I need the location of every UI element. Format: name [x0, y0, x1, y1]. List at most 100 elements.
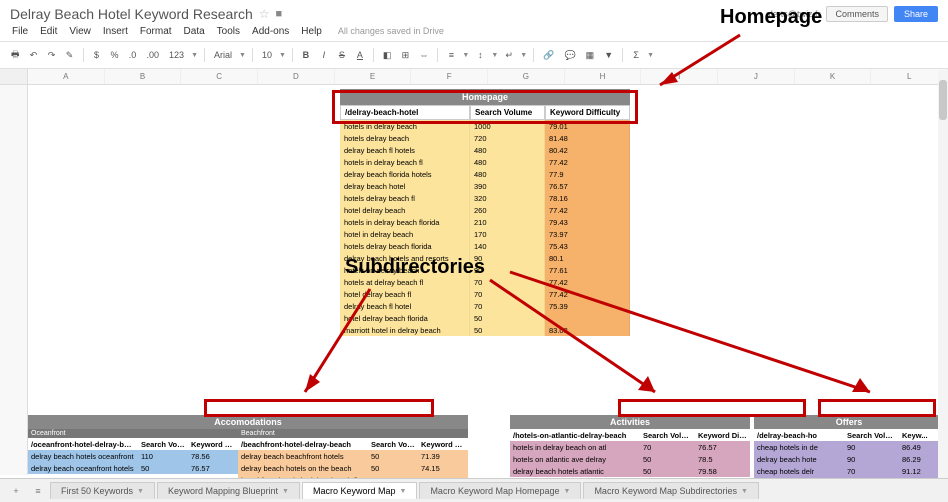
- column-header-d[interactable]: D: [258, 69, 335, 84]
- homepage-kd-header: Keyword Difficulty: [545, 105, 630, 120]
- doc-title[interactable]: Delray Beach Hotel Keyword Research: [10, 6, 253, 22]
- sheet-area[interactable]: Homepage /delray-beach-hotel Search Volu…: [0, 85, 948, 475]
- fill-color-icon[interactable]: ◧: [380, 48, 395, 63]
- table-row[interactable]: delray beach fl hotels48080.42: [340, 144, 630, 156]
- homepage-title: Homepage: [340, 89, 630, 105]
- table-row[interactable]: delray beach hotels and resorts9080.1: [340, 252, 630, 264]
- italic-icon[interactable]: I: [317, 48, 331, 62]
- select-all-corner[interactable]: [0, 69, 28, 84]
- table-row[interactable]: delray beach beachfront hotels5071.39: [238, 450, 468, 462]
- table-row[interactable]: delray beach florida hotels48077.9: [340, 168, 630, 180]
- table-row[interactable]: delray beach hotels oceanfront11078.56: [28, 450, 238, 462]
- sheet-tab[interactable]: Macro Keyword Map Homepage▼: [419, 482, 581, 499]
- table-row[interactable]: hotel delray beach26077.42: [340, 204, 630, 216]
- column-header-c[interactable]: C: [181, 69, 258, 84]
- table-row[interactable]: delray beach oceanfront hotels5076.57: [28, 462, 238, 474]
- table-row[interactable]: hotel delray beach fl7077.42: [340, 288, 630, 300]
- table-row[interactable]: cheap hotels delr7091.12: [754, 465, 944, 477]
- add-sheet-button[interactable]: +: [6, 486, 26, 496]
- paint-format-icon[interactable]: ✎: [63, 48, 77, 63]
- table-row[interactable]: hotel delray beach florida50: [340, 312, 630, 324]
- table-row[interactable]: cheap hotels in de9086.49: [754, 441, 944, 453]
- menu-view[interactable]: View: [69, 26, 91, 37]
- folder-icon[interactable]: ■: [276, 8, 283, 20]
- menu-file[interactable]: File: [12, 26, 28, 37]
- table-row[interactable]: hotel in delray beach17073.97: [340, 228, 630, 240]
- currency-icon[interactable]: $: [90, 48, 104, 62]
- valign-icon[interactable]: ↕: [473, 48, 487, 62]
- sheet-tab[interactable]: Macro Keyword Map▼: [302, 482, 417, 499]
- toolbar: 🖶 ↶ ↷ ✎ $ % .0 .00 123▼ Arial▼ 10▼ B I S…: [0, 41, 948, 69]
- halign-icon[interactable]: ≡: [444, 48, 458, 62]
- percent-icon[interactable]: %: [108, 48, 122, 62]
- print-icon[interactable]: 🖶: [8, 45, 23, 65]
- decimal-dec-icon[interactable]: .0: [126, 48, 140, 62]
- sheet-tab[interactable]: Keyword Mapping Blueprint▼: [157, 482, 300, 499]
- decimal-inc-icon[interactable]: .00: [144, 48, 163, 62]
- font-size[interactable]: 10: [259, 48, 275, 62]
- column-header-k[interactable]: K: [795, 69, 872, 84]
- table-row[interactable]: hotels in delray beach100079.01: [340, 120, 630, 132]
- share-button[interactable]: Share: [894, 6, 938, 22]
- table-row[interactable]: marriott hotel in delray beach5083.03: [340, 324, 630, 336]
- text-color-icon[interactable]: A: [353, 48, 367, 62]
- row-gutter: [0, 85, 28, 475]
- column-header-f[interactable]: F: [411, 69, 488, 84]
- menu-data[interactable]: Data: [184, 26, 205, 37]
- column-headers: ABCDEFGHIJKL: [0, 69, 948, 85]
- table-row[interactable]: hotels at delray beach fl7077.42: [340, 276, 630, 288]
- link-icon[interactable]: 🔗: [540, 48, 557, 63]
- borders-icon[interactable]: ⊞: [398, 48, 412, 63]
- column-header-g[interactable]: G: [488, 69, 565, 84]
- category-title-activities: Activities: [510, 415, 750, 429]
- menu-format[interactable]: Format: [140, 26, 172, 37]
- table-row[interactable]: delray beach hotels atlantic5079.58: [510, 465, 750, 477]
- font-select[interactable]: Arial: [211, 48, 235, 62]
- table-row[interactable]: delray beach hote9086.29: [754, 453, 944, 465]
- menu-help[interactable]: Help: [301, 26, 322, 37]
- category-title-offers: Offers: [754, 415, 944, 429]
- table-row[interactable]: delray beach hotel39076.57: [340, 180, 630, 192]
- table-row[interactable]: hotels on atlantic ave delray5078.5: [510, 453, 750, 465]
- comments-button[interactable]: Comments: [826, 6, 888, 22]
- merge-icon[interactable]: ⇔: [416, 48, 431, 62]
- menu-edit[interactable]: Edit: [40, 26, 57, 37]
- redo-icon[interactable]: ↷: [45, 48, 59, 63]
- sheet-tab[interactable]: First 50 Keywords▼: [50, 482, 155, 499]
- chart-icon[interactable]: ▦: [583, 48, 598, 63]
- column-header-j[interactable]: J: [718, 69, 795, 84]
- table-row[interactable]: hotels on delray beach9077.61: [340, 264, 630, 276]
- bold-icon[interactable]: B: [299, 48, 313, 62]
- vertical-scrollbar[interactable]: [938, 70, 948, 478]
- column-header-b[interactable]: B: [105, 69, 182, 84]
- menu-addons[interactable]: Add-ons: [252, 26, 289, 37]
- table-row[interactable]: hotels delray beach72081.48: [340, 132, 630, 144]
- undo-icon[interactable]: ↶: [27, 48, 41, 63]
- sheet-tabs: + ≡ First 50 Keywords▼Keyword Mapping Bl…: [0, 478, 948, 502]
- user-email: alerts@twiz.fr: [766, 9, 821, 19]
- table-row[interactable]: hotels in delray beach fl48077.42: [340, 156, 630, 168]
- table-row[interactable]: hotels in delray beach on atl7076.57: [510, 441, 750, 453]
- filter-icon[interactable]: ▼: [601, 48, 616, 62]
- column-header-i[interactable]: I: [641, 69, 718, 84]
- functions-icon[interactable]: Σ: [629, 48, 643, 62]
- table-row[interactable]: delray beach hotels on the beach5074.15: [238, 462, 468, 474]
- table-row[interactable]: hotels delray beach florida14075.43: [340, 240, 630, 252]
- all-sheets-button[interactable]: ≡: [28, 486, 48, 496]
- zoom-level[interactable]: 123: [166, 48, 187, 62]
- column-header-e[interactable]: E: [335, 69, 412, 84]
- menu-insert[interactable]: Insert: [103, 26, 128, 37]
- comment-icon[interactable]: 💬: [561, 48, 578, 63]
- column-header-l[interactable]: L: [871, 69, 948, 84]
- menu-tools[interactable]: Tools: [217, 26, 240, 37]
- strike-icon[interactable]: S: [335, 48, 349, 62]
- column-header-h[interactable]: H: [565, 69, 642, 84]
- table-row[interactable]: hotels in delray beach florida21079.43: [340, 216, 630, 228]
- column-header-a[interactable]: A: [28, 69, 105, 84]
- table-row[interactable]: hotels delray beach fl32078.16: [340, 192, 630, 204]
- homepage-sv-header: Search Volume: [470, 105, 545, 120]
- wrap-icon[interactable]: ↵: [502, 48, 516, 63]
- sheet-tab[interactable]: Macro Keyword Map Subdirectories▼: [583, 482, 759, 499]
- star-icon[interactable]: ☆: [259, 7, 270, 21]
- table-row[interactable]: delray beach fl hotel7075.39: [340, 300, 630, 312]
